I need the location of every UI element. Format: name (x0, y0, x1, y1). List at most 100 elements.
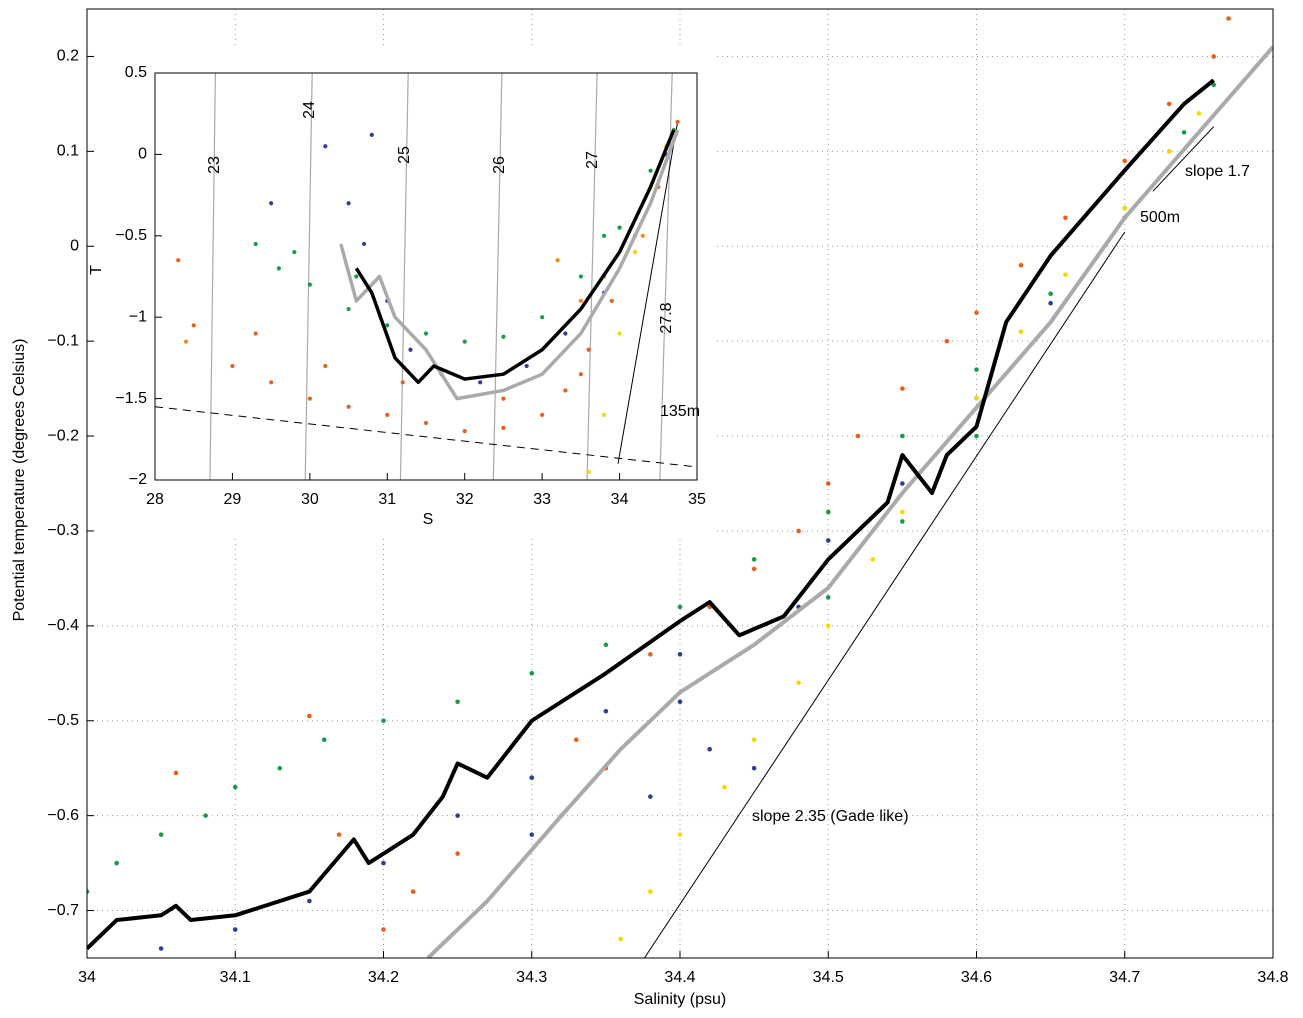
point (540, 315, 545, 320)
y-tick-label: −2 (129, 471, 147, 488)
point (586, 469, 591, 474)
point (381, 718, 386, 724)
y-tick-label: −0.6 (47, 807, 79, 824)
point (900, 481, 905, 486)
isopycnal (304, 73, 313, 480)
annotation: 500m (1140, 209, 1180, 226)
point (825, 538, 831, 543)
point (336, 832, 342, 837)
point (277, 765, 283, 771)
point (346, 306, 351, 312)
series-line (339, 129, 680, 401)
point (1166, 101, 1172, 107)
series-line (354, 129, 676, 385)
point (855, 433, 861, 439)
isopycnal-label: 23 (206, 156, 223, 174)
annotation: slope 1.7 (1185, 163, 1250, 180)
x-axis-label: S (423, 511, 434, 528)
x-tick-label: 29 (224, 491, 242, 508)
y-tick-label: −0.5 (115, 227, 147, 244)
x-tick-label: 34.7 (1109, 969, 1140, 986)
annotation: 135m (660, 403, 700, 420)
y-tick-label: 0 (138, 146, 147, 163)
y-tick-label: −0.1 (47, 332, 79, 349)
point (462, 339, 467, 344)
point (974, 367, 979, 372)
point (601, 233, 607, 238)
point (381, 927, 386, 932)
isopycnal (209, 73, 216, 480)
point (796, 680, 801, 686)
point (974, 310, 979, 315)
isopycnal-label: 25 (396, 146, 413, 164)
point (974, 433, 979, 439)
point (276, 266, 281, 271)
point (369, 132, 374, 137)
isopycnal (492, 73, 503, 480)
point (601, 412, 607, 417)
point (1048, 300, 1053, 306)
point (900, 519, 905, 524)
point (900, 386, 905, 391)
y-tick-label: 0.2 (57, 48, 79, 65)
point (675, 119, 680, 124)
point (114, 860, 119, 866)
point (974, 395, 979, 401)
isopycnal-label: 27.8 (658, 302, 675, 333)
y-tick-label: −0.2 (47, 427, 79, 444)
point (578, 298, 583, 304)
plot-frame (86, 8, 1274, 959)
point (323, 144, 328, 149)
point (603, 642, 609, 648)
x-tick-label: 35 (688, 491, 706, 508)
point (1018, 329, 1024, 334)
point (617, 225, 622, 230)
point (158, 832, 164, 837)
point (609, 298, 614, 304)
point (269, 201, 274, 206)
x-tick-label: 34.3 (516, 969, 547, 986)
x-tick-label: 34.5 (813, 969, 844, 986)
x-axis-label: Salinity (psu) (634, 991, 726, 1008)
point (524, 363, 529, 369)
point (677, 832, 683, 837)
plot-content (87, 16, 1273, 958)
point (307, 282, 312, 287)
point (825, 623, 831, 629)
annotation-line (155, 406, 697, 468)
x-tick-label: 31 (378, 491, 396, 508)
x-tick-label: 28 (146, 491, 164, 508)
point (232, 784, 238, 790)
isopycnal (399, 73, 409, 480)
point (648, 168, 653, 173)
point (176, 258, 181, 263)
point (751, 765, 757, 771)
y-axis-label: T (88, 265, 105, 275)
point (1063, 215, 1068, 221)
y-tick-label: −1.5 (115, 390, 147, 407)
point (501, 396, 506, 401)
point (269, 380, 274, 385)
point (307, 898, 312, 904)
point (253, 331, 258, 336)
point (529, 671, 535, 676)
point (529, 775, 535, 780)
point (648, 794, 653, 799)
point (346, 404, 351, 409)
point (1196, 111, 1202, 116)
point (408, 347, 413, 352)
y-tick-label: −0.4 (47, 617, 79, 634)
point (400, 380, 405, 385)
x-tick-label: 34.8 (1257, 969, 1288, 986)
isopycnal-label: 26 (491, 156, 508, 174)
point (586, 347, 591, 352)
point (1166, 149, 1172, 154)
point (354, 274, 359, 279)
point (648, 889, 653, 894)
x-tick-label: 34.4 (664, 969, 695, 986)
point (1211, 82, 1216, 88)
point (900, 509, 905, 515)
annotation-line (1152, 126, 1215, 192)
point (825, 509, 831, 515)
